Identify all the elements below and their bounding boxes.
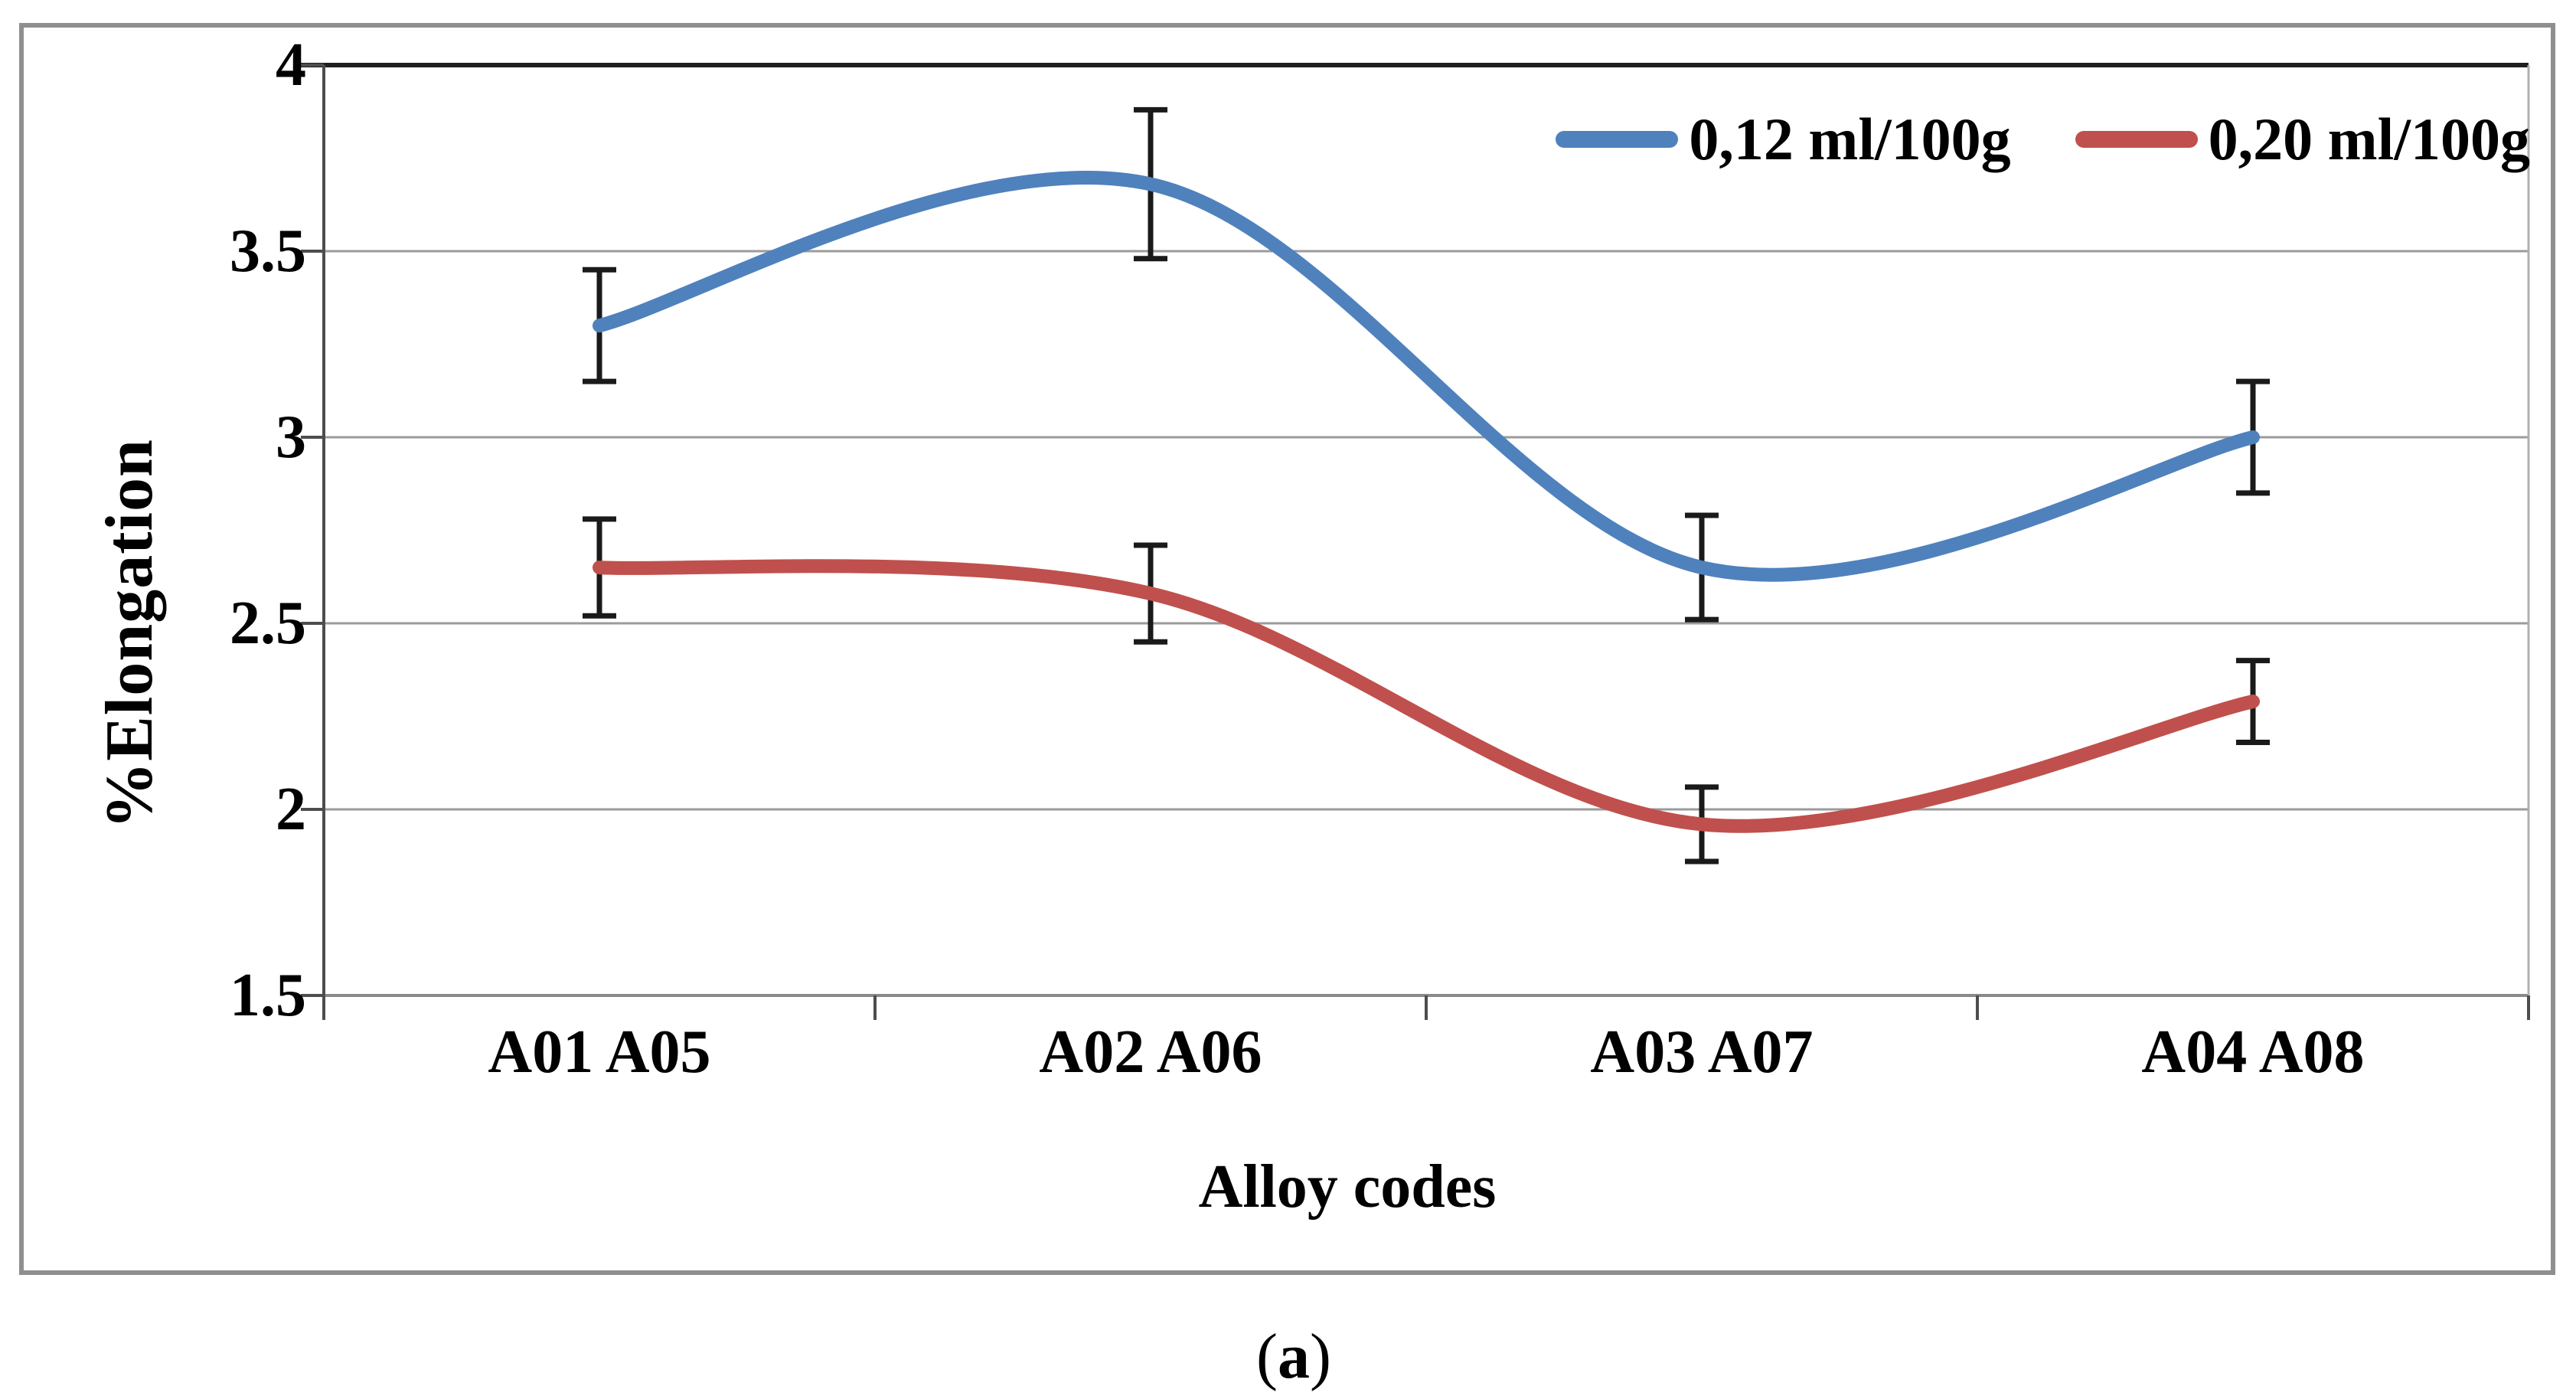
x-axis-title: Alloy codes bbox=[1198, 1153, 1497, 1221]
y-axis-title: %Elongation bbox=[93, 439, 167, 829]
x-category-label: A02 A06 bbox=[1039, 1018, 1262, 1086]
series-line-020 bbox=[593, 559, 2260, 833]
figure-caption: (a) bbox=[1064, 1323, 1523, 1391]
caption-paren-open: ( bbox=[1256, 1321, 1278, 1392]
caption-paren-close: ) bbox=[1310, 1321, 1331, 1392]
legend: 0,12 ml/100g 0,20 ml/100g bbox=[1556, 109, 2530, 170]
legend-swatch-blue bbox=[1556, 131, 1679, 148]
legend-label-012: 0,12 ml/100g bbox=[1689, 106, 2011, 172]
y-tick-label: 2 bbox=[276, 776, 306, 843]
y-tick-label: 3 bbox=[276, 404, 306, 471]
legend-swatch-red bbox=[2075, 131, 2198, 148]
x-category-label: A04 A08 bbox=[2141, 1018, 2365, 1086]
y-tick-label: 2.5 bbox=[230, 590, 306, 657]
x-category-label: A03 A07 bbox=[1590, 1018, 1814, 1086]
y-tick-label: 4 bbox=[276, 31, 306, 99]
legend-label-020: 0,20 ml/100g bbox=[2208, 106, 2530, 172]
series-line-012 bbox=[593, 171, 2260, 582]
caption-letter: a bbox=[1278, 1321, 1310, 1392]
y-tick-label: 3.5 bbox=[230, 217, 306, 285]
y-tick-label: 1.5 bbox=[230, 962, 306, 1029]
legend-item-012: 0,12 ml/100g bbox=[1556, 106, 2011, 172]
x-category-label: A01 A05 bbox=[488, 1018, 711, 1086]
legend-item-020: 0,20 ml/100g bbox=[2075, 109, 2530, 170]
